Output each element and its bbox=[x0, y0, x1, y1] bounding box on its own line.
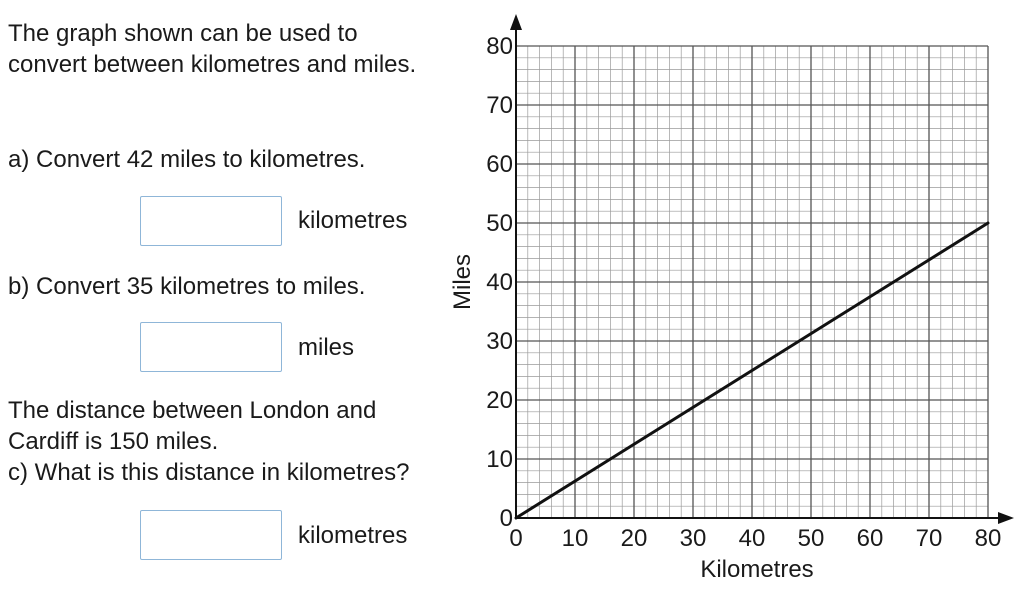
x-axis-label: Kilometres bbox=[700, 556, 813, 583]
context-line-1: The distance between London and bbox=[8, 397, 377, 424]
x-tick-label: 40 bbox=[739, 525, 766, 552]
x-tick-label: 30 bbox=[680, 525, 707, 552]
x-tick-label: 70 bbox=[916, 525, 943, 552]
major-grid bbox=[516, 45, 989, 518]
y-tick-label: 0 bbox=[500, 505, 513, 532]
part-a-answer-input[interactable] bbox=[140, 196, 282, 246]
part-c-answer-input[interactable] bbox=[140, 510, 282, 560]
context-line-2: Cardiff is 150 miles. bbox=[8, 428, 219, 455]
part-c-prompt: c) What is this distance in kilometres? bbox=[8, 459, 410, 486]
tick-labels: 0 10 20 30 40 50 60 70 80 0 10 20 30 40 50 60 70 80 bbox=[486, 33, 1001, 552]
y-tick-label: 40 bbox=[486, 269, 513, 296]
x-tick-label: 20 bbox=[621, 525, 648, 552]
x-axis-arrow bbox=[998, 512, 1014, 524]
axes bbox=[510, 14, 1014, 524]
y-tick-label: 50 bbox=[486, 210, 513, 237]
y-axis-label: Miles bbox=[449, 254, 476, 310]
part-c-unit: kilometres bbox=[298, 522, 408, 549]
series-layer bbox=[514, 221, 990, 520]
y-tick-label: 10 bbox=[486, 446, 513, 473]
x-tick-label: 60 bbox=[857, 525, 884, 552]
y-tick-label: 70 bbox=[486, 92, 513, 119]
y-tick-label: 80 bbox=[486, 33, 513, 60]
part-a-unit: kilometres bbox=[298, 207, 408, 234]
x-tick-label: 80 bbox=[975, 525, 1002, 552]
y-tick-label: 60 bbox=[486, 151, 513, 178]
y-axis-arrow bbox=[510, 14, 522, 30]
part-b-prompt: b) Convert 35 kilometres to miles. bbox=[8, 273, 366, 300]
part-b-unit: miles bbox=[298, 334, 355, 361]
intro-line-2: convert between kilometres and miles. bbox=[8, 51, 417, 78]
part-b-answer-input[interactable] bbox=[140, 322, 282, 372]
intro-line-1: The graph shown can be used to bbox=[8, 20, 358, 47]
x-tick-label: 10 bbox=[562, 525, 589, 552]
x-tick-label: 0 bbox=[509, 525, 522, 552]
y-tick-label: 20 bbox=[486, 387, 513, 414]
conversion-line bbox=[514, 221, 990, 520]
y-tick-label: 30 bbox=[486, 328, 513, 355]
x-tick-label: 50 bbox=[798, 525, 825, 552]
part-a-prompt: a) Convert 42 miles to kilometres. bbox=[8, 146, 366, 173]
